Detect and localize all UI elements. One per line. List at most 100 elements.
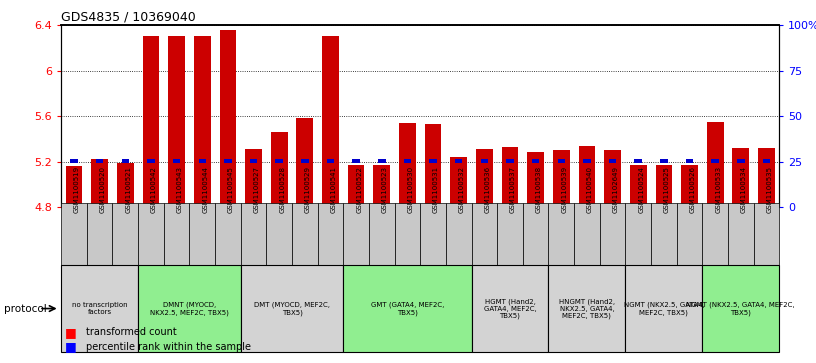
Bar [763, 159, 770, 163]
Text: GSM1100545: GSM1100545 [228, 166, 234, 212]
Bar [609, 159, 616, 163]
Bar [420, 203, 446, 265]
Bar [65, 166, 82, 207]
Bar [215, 203, 241, 265]
Bar [583, 159, 591, 163]
Text: GSM1100520: GSM1100520 [100, 166, 105, 212]
Bar [147, 159, 155, 163]
Text: GSM1100530: GSM1100530 [407, 166, 414, 212]
Bar [301, 159, 308, 163]
Bar [292, 203, 317, 265]
Bar [70, 159, 78, 163]
Bar [548, 203, 574, 265]
Text: GSM1100542: GSM1100542 [151, 166, 157, 212]
Bar [625, 265, 703, 352]
Bar [446, 203, 472, 265]
Bar [296, 118, 313, 207]
Bar [395, 203, 420, 265]
Text: GSM1100521: GSM1100521 [126, 166, 131, 212]
Bar [553, 150, 570, 207]
Bar [685, 159, 694, 163]
Bar [703, 265, 779, 352]
Bar [344, 203, 369, 265]
Text: HNGMT (Hand2,
NKX2.5, GATA4,
MEF2C, TBX5): HNGMT (Hand2, NKX2.5, GATA4, MEF2C, TBX5… [559, 298, 615, 319]
Text: GSM1100537: GSM1100537 [510, 166, 516, 212]
Text: GDS4835 / 10369040: GDS4835 / 10369040 [61, 11, 196, 24]
Text: GSM1100519: GSM1100519 [74, 166, 80, 212]
Text: GSM1102649: GSM1102649 [613, 166, 619, 212]
Text: GSM1100527: GSM1100527 [254, 166, 259, 212]
Text: ■: ■ [65, 340, 77, 353]
Text: GSM1100534: GSM1100534 [741, 166, 747, 212]
Bar [271, 132, 287, 207]
Bar [450, 157, 467, 207]
Bar [399, 123, 415, 207]
Bar [317, 203, 344, 265]
Text: GSM1100522: GSM1100522 [356, 166, 362, 212]
Bar [113, 203, 138, 265]
Bar [173, 159, 180, 163]
Bar [579, 146, 595, 207]
Bar [220, 30, 236, 207]
Bar [676, 203, 703, 265]
Bar [472, 265, 548, 352]
Text: percentile rank within the sample: percentile rank within the sample [86, 342, 251, 352]
Text: NGMT (NKX2.5, GATA4, MEF2C,
TBX5): NGMT (NKX2.5, GATA4, MEF2C, TBX5) [686, 302, 795, 315]
Bar [574, 203, 600, 265]
Bar [348, 165, 365, 207]
Bar [506, 159, 514, 163]
Bar [600, 203, 625, 265]
Bar [122, 159, 129, 163]
Text: GSM1100544: GSM1100544 [202, 166, 208, 212]
Text: no transcription
factors: no transcription factors [72, 302, 127, 315]
Bar [733, 148, 749, 207]
Bar [322, 36, 339, 207]
Bar [61, 265, 138, 352]
Bar [378, 159, 385, 163]
Bar [138, 265, 241, 352]
Bar [604, 150, 621, 207]
Bar [758, 148, 774, 207]
Bar [404, 159, 411, 163]
Bar [198, 159, 206, 163]
Bar [660, 159, 667, 163]
Text: GSM1100536: GSM1100536 [485, 166, 490, 212]
Bar [266, 203, 292, 265]
Bar [557, 159, 565, 163]
Bar [194, 36, 211, 207]
Text: GSM1100529: GSM1100529 [305, 166, 311, 212]
Bar [548, 265, 625, 352]
Text: GSM1100532: GSM1100532 [459, 166, 464, 212]
Bar [86, 203, 113, 265]
Bar [344, 265, 472, 352]
Bar [369, 203, 395, 265]
Bar [472, 203, 497, 265]
Bar [737, 159, 744, 163]
Text: GSM1100523: GSM1100523 [382, 166, 388, 212]
Bar [481, 159, 488, 163]
Bar [651, 203, 676, 265]
Bar [117, 163, 134, 207]
Bar [224, 159, 232, 163]
Bar [707, 122, 724, 207]
Bar [754, 203, 779, 265]
Bar [138, 203, 164, 265]
Bar [655, 165, 672, 207]
Text: GMT (GATA4, MEF2C,
TBX5): GMT (GATA4, MEF2C, TBX5) [370, 302, 444, 315]
Bar [164, 203, 189, 265]
Bar [635, 159, 642, 163]
Text: GSM1100531: GSM1100531 [433, 166, 439, 212]
Bar [625, 203, 651, 265]
Bar [429, 159, 437, 163]
Bar [96, 159, 104, 163]
Bar [681, 165, 698, 207]
Bar [476, 149, 493, 207]
Bar [241, 265, 344, 352]
Text: GSM1100524: GSM1100524 [638, 166, 644, 212]
Bar [245, 149, 262, 207]
Text: GSM1100543: GSM1100543 [176, 166, 183, 212]
Bar [523, 203, 548, 265]
Bar [353, 159, 360, 163]
Bar [497, 203, 523, 265]
Bar [455, 159, 463, 163]
